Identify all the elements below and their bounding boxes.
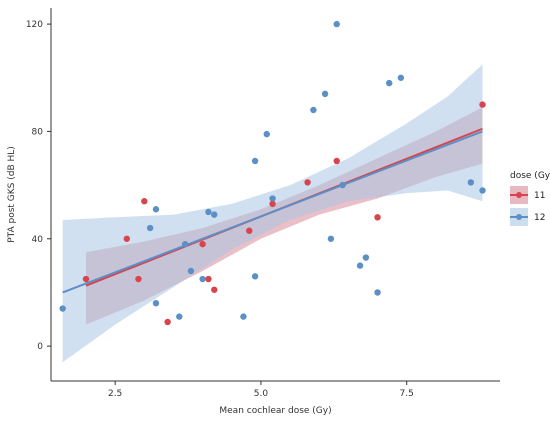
data-point-11 — [199, 240, 206, 248]
data-point-11 — [123, 235, 131, 242]
y-axis-title: PTA post GKS (dB HL) — [7, 146, 17, 243]
data-point-11 — [246, 227, 253, 234]
data-point-12 — [479, 187, 486, 194]
x-tick-label: 2.5 — [108, 389, 122, 399]
y-tick-label: 120 — [26, 20, 43, 30]
data-point-11 — [211, 286, 218, 293]
data-point-12 — [152, 206, 160, 213]
data-point-12 — [251, 157, 259, 165]
data-point-11 — [304, 179, 311, 186]
data-point-11 — [141, 198, 148, 205]
data-point-12 — [181, 240, 189, 248]
y-tick-label: 80 — [32, 127, 44, 137]
data-point-12 — [205, 208, 212, 216]
data-point-12 — [356, 262, 364, 269]
legend-key-point — [516, 192, 522, 198]
legend-title: dose (Gy) — [510, 171, 550, 181]
data-point-12 — [374, 289, 381, 296]
data-point-12 — [187, 267, 195, 275]
data-point-12 — [333, 20, 340, 28]
data-point-12 — [146, 224, 154, 232]
legend-key-point — [516, 214, 522, 220]
axes — [50, 8, 500, 382]
data-point-12 — [59, 305, 66, 312]
data-point-12 — [269, 195, 276, 202]
y-tick-label: 40 — [32, 235, 44, 245]
fit-lines — [62, 127, 483, 294]
data-point-12 — [397, 74, 405, 81]
legend-key-12 — [510, 208, 528, 226]
data-point-11 — [164, 318, 171, 326]
legend: dose (Gy) 11 12 — [510, 171, 550, 226]
data-point-12 — [199, 275, 206, 283]
data-point-11 — [374, 214, 381, 221]
data-point-11 — [333, 157, 340, 165]
data-point-12 — [251, 273, 259, 280]
x-axis-title: Mean cochlear dose (Gy) — [219, 406, 331, 416]
legend-key-11 — [510, 186, 528, 204]
data-point-12 — [211, 211, 218, 218]
data-point-12 — [327, 235, 335, 242]
data-point-12 — [321, 90, 329, 98]
data-point-11 — [205, 275, 212, 283]
x-ticks: 2.5 5.0 7.5 — [108, 381, 414, 399]
data-point-12 — [240, 313, 247, 320]
data-point-11 — [82, 275, 90, 283]
data-points — [59, 20, 486, 326]
confidence-bands — [62, 64, 483, 363]
data-point-12 — [152, 299, 160, 307]
legend-label-12: 12 — [534, 213, 545, 223]
data-point-12 — [386, 79, 393, 87]
y-tick-label: 0 — [37, 342, 43, 352]
data-point-12 — [339, 181, 346, 189]
legend-label-11: 11 — [534, 191, 545, 201]
data-point-12 — [310, 106, 317, 114]
data-point-12 — [467, 179, 475, 186]
x-tick-label: 5.0 — [254, 389, 269, 399]
data-point-12 — [176, 313, 183, 320]
data-point-11 — [479, 101, 486, 108]
data-point-11 — [269, 200, 276, 208]
data-point-12 — [362, 254, 370, 261]
y-ticks: 0 40 80 120 — [26, 20, 51, 352]
data-point-12 — [263, 130, 270, 138]
ci-band-12 — [62, 64, 483, 363]
data-point-11 — [135, 275, 142, 283]
fit-line-12 — [62, 130, 483, 294]
x-tick-label: 7.5 — [400, 389, 414, 399]
